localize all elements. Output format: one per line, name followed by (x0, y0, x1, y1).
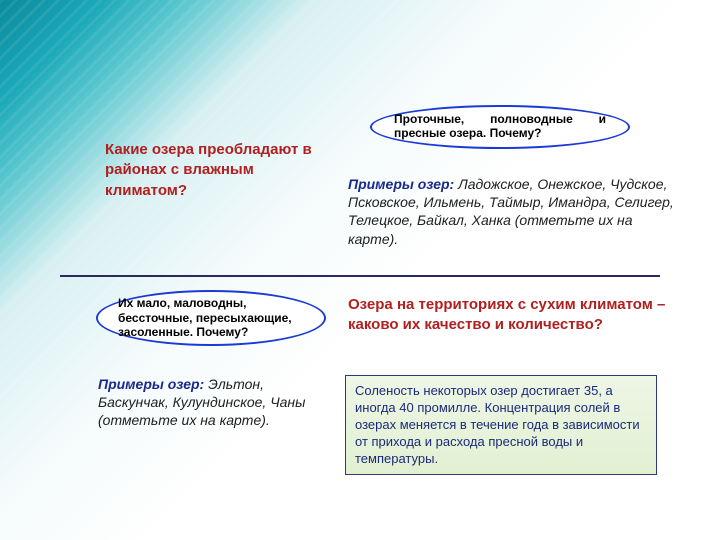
slide-content: Какие озера преобладают в районах с влаж… (0, 0, 720, 540)
examples-humid: Примеры озер: Ладожское, Онежское, Чудск… (348, 175, 678, 248)
bubble-answer-humid: Проточные, полноводные и пресные озера. … (370, 105, 630, 149)
question-dry-climate: Озера на территориях с сухим климатом – … (348, 295, 668, 336)
bubble-answer-humid-text: Проточные, полноводные и пресные озера. … (394, 113, 606, 141)
divider (60, 275, 660, 277)
bubble-answer-dry-text: Их мало, маловодны, бессточные, пересыха… (118, 296, 304, 339)
salinity-infobox: Соленость некоторых озер достигает 35, а… (345, 375, 657, 475)
examples-dry: Примеры озер: Эльтон, Баскунчак, Кулунди… (98, 375, 333, 430)
bubble-answer-dry: Их мало, маловодны, бессточные, пересыха… (96, 290, 326, 346)
examples-dry-lead: Примеры озер: (98, 376, 204, 392)
question-humid-climate: Какие озера преобладают в районах с влаж… (105, 140, 325, 201)
examples-humid-lead: Примеры озер: (348, 176, 454, 192)
